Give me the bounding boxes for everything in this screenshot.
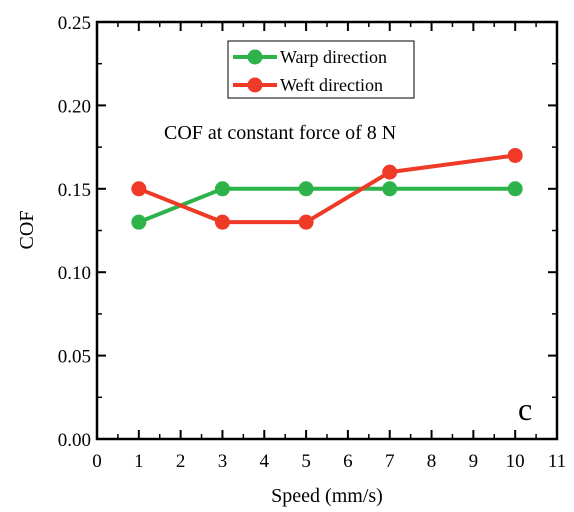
x-tick-label: 11 bbox=[548, 451, 566, 472]
series-line-1 bbox=[138, 186, 516, 225]
y-tick-label: 0.25 bbox=[58, 13, 91, 34]
x-tick-label: 3 bbox=[218, 451, 228, 472]
series-1-point bbox=[382, 181, 398, 197]
x-tick-label: 7 bbox=[385, 451, 395, 472]
chart-annotation: COF at constant force of 8 N bbox=[164, 122, 396, 144]
panel-label: c bbox=[518, 391, 532, 427]
x-tick-label: 0 bbox=[92, 451, 102, 472]
legend-label-2: Weft direction bbox=[280, 75, 383, 95]
y-tick-label: 0.00 bbox=[58, 430, 91, 451]
series-2-point bbox=[382, 164, 398, 180]
axis-ticks bbox=[96, 21, 558, 440]
series-2-point bbox=[214, 214, 230, 230]
x-tick-label: 8 bbox=[427, 451, 437, 472]
y-axis-title: COF bbox=[16, 211, 38, 250]
x-tick-label: 5 bbox=[301, 451, 311, 472]
y-tick-label: 0.20 bbox=[58, 96, 91, 117]
x-tick-label: 2 bbox=[176, 451, 186, 472]
x-tick-label: 10 bbox=[506, 451, 525, 472]
legend: Warp direction Weft direction bbox=[227, 40, 415, 99]
legend-marker-1 bbox=[247, 49, 263, 65]
series-2-point bbox=[507, 147, 523, 163]
x-tick-label: 9 bbox=[469, 451, 479, 472]
legend-marker-2 bbox=[247, 77, 263, 93]
series-1-point bbox=[131, 214, 147, 230]
series-1-point bbox=[214, 181, 230, 197]
y-tick-label: 0.15 bbox=[58, 180, 91, 201]
series-1-point bbox=[507, 181, 523, 197]
series-2-point bbox=[298, 214, 314, 230]
x-tick-label: 1 bbox=[134, 451, 144, 472]
series-layer bbox=[131, 147, 523, 230]
series-1-point bbox=[298, 181, 314, 197]
legend-label-1: Warp direction bbox=[280, 47, 387, 67]
series-2-point bbox=[131, 181, 147, 197]
axis-tick-labels: 0 1 2 3 4 5 6 7 8 9 10 11 0.00 0.05 0.10 0.15 0.20 0.25 bbox=[58, 13, 566, 472]
x-tick-label: 4 bbox=[260, 451, 270, 472]
y-tick-label: 0.10 bbox=[58, 263, 91, 284]
x-tick-label: 6 bbox=[343, 451, 353, 472]
x-axis-title: Speed (mm/s) bbox=[271, 485, 383, 507]
y-tick-label: 0.05 bbox=[58, 347, 91, 368]
legend-items: Warp direction Weft direction bbox=[233, 47, 387, 95]
